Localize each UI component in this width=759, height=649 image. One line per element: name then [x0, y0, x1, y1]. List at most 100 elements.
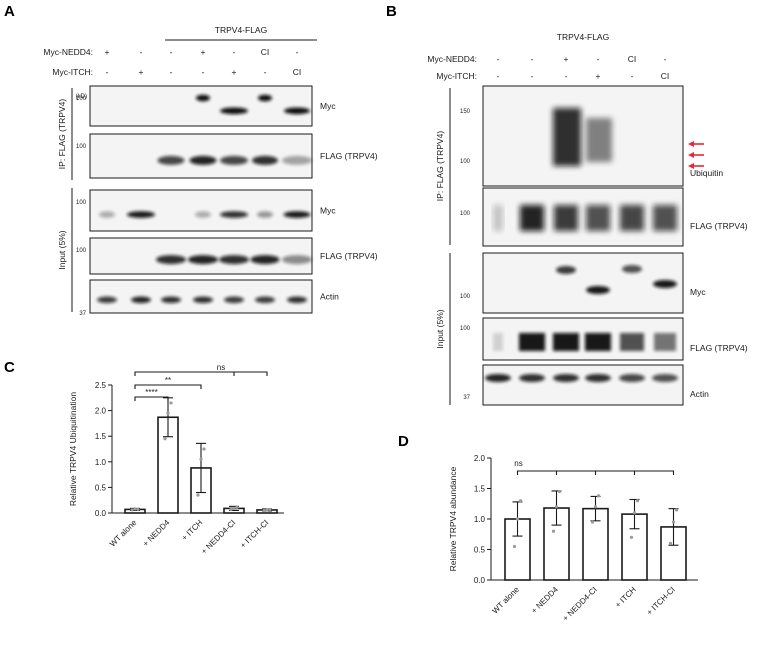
significance-label: **: [165, 376, 171, 385]
panel-a-cell: CI: [261, 47, 270, 57]
y-tick-label: 2.0: [95, 407, 107, 416]
data-point: [590, 520, 595, 524]
panel-b-blot-box: [482, 317, 684, 361]
panel-a-letter: A: [4, 3, 15, 20]
panel-a-blot-marker: 100: [76, 144, 87, 150]
panel-c: C 0.0 0.5 1.0 1.5 2.0 2.5 Relative TRPV4 Ubiqu…: [4, 359, 284, 556]
panel-a: A TRPV4-FLAG Myc-NEDD4: Myc-ITCH: + - - + - C…: [4, 3, 378, 317]
panel-b-band: [654, 333, 676, 351]
red-arrow-icon: [688, 152, 694, 158]
panel-b-blot-label: FLAG (TRPV4): [690, 343, 748, 353]
x-tick-label: WT alone: [108, 518, 139, 549]
x-tick-label: + ITCH: [180, 518, 205, 543]
panel-a-band: [195, 211, 211, 218]
panel-b-cell: -: [597, 54, 600, 64]
panel-b-band: [585, 374, 611, 382]
panel-a-kd-label: (kD): [76, 94, 87, 100]
panel-a-band: [282, 155, 312, 165]
panel-a-band: [220, 155, 248, 165]
data-point: [557, 489, 562, 494]
panel-a-row-label-nedd4: Myc-NEDD4:: [43, 47, 93, 57]
y-tick-label: 0.0: [474, 576, 486, 585]
panel-a-ip-label: IP: FLAG (TRPV4): [57, 99, 67, 170]
panel-a-blot-marker: 100: [76, 200, 87, 206]
x-tick-label: + NEDD4-CI: [199, 518, 237, 556]
panel-a-blots: Myc 100 FLAG (TRPV4) 100 Myc 100 FLAG (TRPV4) 1…: [76, 85, 378, 317]
panel-b-cell: +: [596, 71, 601, 81]
panel-b-band: [493, 205, 503, 231]
panel-a-cell: -: [170, 67, 173, 77]
panel-a-band: [255, 296, 275, 304]
panel-a-band: [250, 255, 280, 265]
significance-label: ****: [145, 388, 157, 397]
panel-a-cell: -: [106, 67, 109, 77]
panel-b-band: [553, 333, 579, 351]
panel-b-blot-label: Ubiquitin: [690, 168, 723, 178]
panel-b-band: [485, 374, 511, 382]
panel-a-band: [131, 296, 151, 304]
data-point: [551, 529, 556, 533]
panel-a-band: [252, 155, 278, 165]
y-tick-label: 0.5: [95, 483, 107, 492]
data-point: [166, 411, 170, 415]
y-tick-label: 2.0: [474, 454, 486, 463]
panel-a-band: [156, 255, 186, 265]
significance-bracket: [134, 384, 202, 389]
data-point: [232, 506, 236, 510]
panel-b-band: [520, 205, 544, 231]
panel-b-smear-nedd4: [553, 108, 581, 166]
panel-a-band: [127, 211, 155, 218]
panel-a-band: [224, 296, 244, 304]
panel-a-band: [283, 211, 311, 218]
red-arrow-icon: [688, 163, 694, 169]
data-point: [136, 507, 140, 512]
panel-a-band: [220, 107, 248, 115]
panel-b-blot-label: Actin: [690, 389, 709, 399]
red-arrow-icon: [688, 141, 694, 147]
panel-b-band: [622, 265, 642, 273]
significance-label: ns: [514, 459, 522, 468]
data-point: [671, 520, 676, 524]
panel-b-row-label-itch: Myc-ITCH:: [436, 71, 477, 81]
x-tick-label: + ITCH-CI: [238, 518, 270, 550]
panel-a-band: [97, 296, 117, 304]
x-tick-label: WT alone: [490, 585, 521, 616]
panel-a-input-label: Input (5%): [57, 230, 67, 269]
panel-a-band: [287, 296, 307, 304]
panel-a-blot-label: Myc: [320, 101, 336, 111]
data-point: [169, 401, 173, 405]
y-tick-label: 1.0: [474, 515, 486, 524]
x-tick-label: + NEDD4: [141, 518, 172, 549]
panel-a-band: [188, 255, 218, 265]
panel-a-cell: -: [140, 47, 143, 57]
panel-a-band: [257, 211, 273, 218]
panel-b-band: [556, 266, 576, 274]
panel-b-blots: Ubiquitin 150 100 FLAG (TRPV4) 100 Myc 100 FLAG…: [460, 85, 748, 406]
panel-b-cell: CI: [661, 71, 670, 81]
panel-a-cell: +: [232, 67, 237, 77]
panel-c-letter: C: [4, 359, 15, 376]
panel-a-band: [282, 255, 312, 265]
data-point: [196, 493, 200, 497]
data-point: [199, 457, 203, 461]
y-tick-label: 2.5: [95, 381, 107, 390]
panel-b-cell: +: [564, 54, 569, 64]
panel-a-blot-box: [89, 189, 313, 232]
panel-d-letter: D: [398, 433, 409, 450]
panel-b-ubiquitin-arrows: [688, 141, 704, 169]
panel-b-row-itch-cells: - - - + - CI: [497, 71, 670, 81]
panel-b-blot-marker: 100: [460, 326, 471, 332]
y-tick-label: 0.0: [95, 509, 107, 518]
data-point: [629, 535, 634, 539]
panel-a-band: [189, 155, 217, 165]
panel-b-input-label: Input (5%): [435, 309, 445, 348]
data-point: [512, 544, 517, 549]
x-tick-label: + ITCH: [613, 585, 638, 610]
panel-a-blot-label: FLAG (TRPV4): [320, 251, 378, 261]
data-point: [133, 507, 137, 511]
data-point: [635, 499, 640, 503]
panel-b-band: [620, 205, 644, 231]
data-point: [229, 507, 233, 512]
panel-b-cell: CI: [628, 54, 637, 64]
data-point: [593, 505, 598, 509]
